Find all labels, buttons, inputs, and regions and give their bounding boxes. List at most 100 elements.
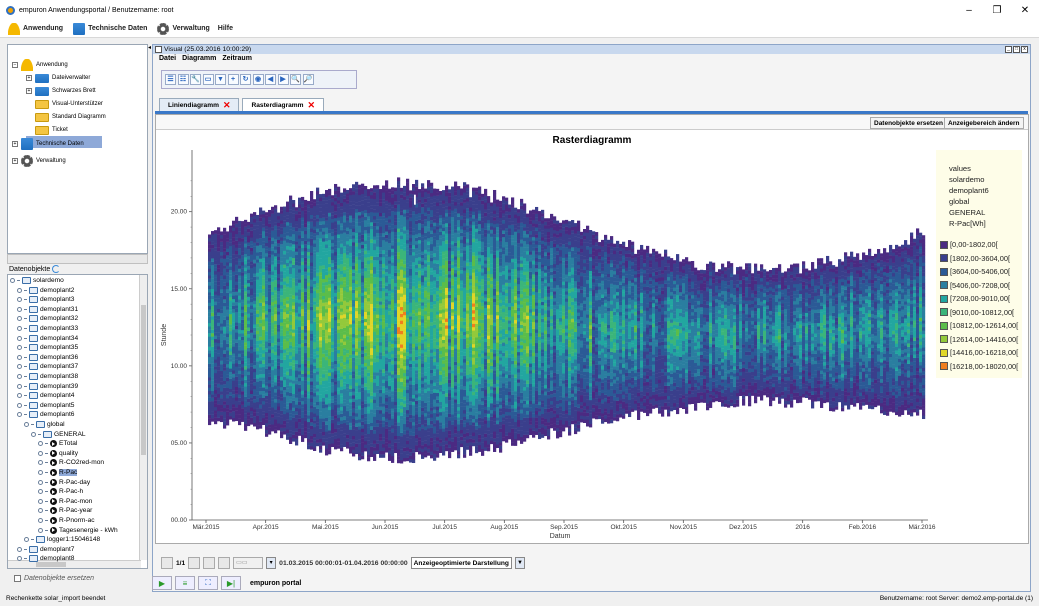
stop-icon[interactable]: ◉ xyxy=(252,74,264,85)
tree-node-handle-icon[interactable] xyxy=(38,498,43,504)
tree-node-handle-icon[interactable] xyxy=(17,316,22,322)
minimize-button[interactable]: – xyxy=(966,4,972,16)
tree-folder-item[interactable]: demoplant8 xyxy=(17,554,74,563)
tree-node-handle-icon[interactable] xyxy=(38,489,43,495)
rewind-icon[interactable]: ◀ xyxy=(265,74,276,85)
tree-value-item[interactable]: R-Pac-mon xyxy=(38,497,92,506)
collapse-icon[interactable]: − xyxy=(12,62,18,68)
tree-value-item[interactable]: R-Pac-h xyxy=(38,487,83,496)
menu-verwaltung[interactable]: Verwaltung xyxy=(157,22,210,35)
tree-node-handle-icon[interactable] xyxy=(17,393,22,399)
tree-value-item[interactable]: R-Pac-year xyxy=(38,506,92,515)
tree-value-item[interactable]: R-Pnorm-ac xyxy=(38,516,95,525)
tree-node-handle-icon[interactable] xyxy=(38,527,43,533)
replace-objects-button[interactable]: Datenobjekte ersetzen xyxy=(870,117,947,129)
menu-technische-daten[interactable]: Technische Daten xyxy=(73,22,147,35)
tree-folder-item[interactable]: demoplant32 xyxy=(17,314,78,323)
tree-folder-item[interactable]: solardemo xyxy=(10,276,64,285)
tree-node-handle-icon[interactable] xyxy=(17,364,22,370)
replace-objects-option[interactable]: Datenobjekte ersetzen xyxy=(14,575,94,582)
tree-node-handle-icon[interactable] xyxy=(31,431,36,437)
tab-liniendiagramm[interactable]: Liniendiagramm ✕ xyxy=(159,98,240,111)
nav-item-technische-daten[interactable]: + Technische Daten xyxy=(12,138,84,150)
replace-objects-checkbox[interactable] xyxy=(14,575,21,582)
close-tab-icon[interactable]: ✕ xyxy=(307,99,316,110)
tree-node-handle-icon[interactable] xyxy=(38,470,43,475)
tree-node-handle-icon[interactable] xyxy=(17,297,22,303)
expand-icon[interactable]: + xyxy=(12,158,18,164)
tree-node-handle-icon[interactable] xyxy=(17,306,22,312)
tree-folder-item[interactable]: demoplant33 xyxy=(17,324,78,333)
maximize-button[interactable]: ❐ xyxy=(992,4,1002,16)
tree-node-handle-icon[interactable] xyxy=(17,335,22,341)
tree-folder-item[interactable]: demoplant3 xyxy=(17,295,74,304)
expand-icon[interactable]: + xyxy=(12,141,18,147)
tree-value-item[interactable]: quality xyxy=(38,449,78,458)
tree-node-handle-icon[interactable] xyxy=(38,460,43,466)
change-range-button[interactable]: Anzeigebereich ändern xyxy=(944,117,1024,129)
nav-item-ticket[interactable]: Ticket xyxy=(26,124,68,136)
tree-folder-item[interactable]: demoplant5 xyxy=(17,401,74,410)
tree-node-handle-icon[interactable] xyxy=(38,508,43,514)
tree-node-handle-icon[interactable] xyxy=(17,326,22,331)
nav-item-visual-unterst-tzer[interactable]: Visual-Unterstützer xyxy=(26,98,103,110)
close-tab-icon[interactable]: ✕ xyxy=(222,99,231,110)
collapse-panel-button[interactable]: ◂ xyxy=(148,45,152,51)
menu-diagramm[interactable]: Diagramm xyxy=(182,55,217,62)
zoom-out-icon[interactable]: 🔎 xyxy=(302,74,314,85)
visual-maximize-button[interactable]: □ xyxy=(1013,46,1020,53)
filter-icon[interactable]: ▼ xyxy=(215,74,226,85)
nav-item-verwaltung[interactable]: + Verwaltung xyxy=(12,155,66,167)
tree-node-handle-icon[interactable] xyxy=(17,556,22,562)
tree-node-handle-icon[interactable] xyxy=(38,450,43,456)
tree-folder-item[interactable]: global xyxy=(24,420,65,429)
nav-item-dateiverwalter[interactable]: + Dateiverwalter xyxy=(26,72,90,84)
panel-splitter[interactable] xyxy=(7,254,148,264)
tree-folder-item[interactable]: demoplant4 xyxy=(17,391,74,400)
menu-hilfe[interactable]: Hilfe xyxy=(217,25,233,32)
nav-item-anwendung[interactable]: − Anwendung xyxy=(12,59,68,71)
tree-folder-item[interactable]: logger1:15046148 xyxy=(24,535,100,544)
tree-folder-item[interactable]: demoplant39 xyxy=(17,382,78,391)
tree-folder-item[interactable]: demoplant35 xyxy=(17,343,78,352)
menu-anwendung[interactable]: Anwendung xyxy=(8,22,63,35)
tree-folder-item[interactable]: demoplant38 xyxy=(17,372,78,381)
folder-icon[interactable]: ▭ xyxy=(202,74,214,85)
tree-node-handle-icon[interactable] xyxy=(17,374,22,379)
nav-item-standard-diagramm[interactable]: Standard Diagramm xyxy=(26,111,106,123)
scroll-thumb[interactable] xyxy=(141,305,146,455)
tree-value-item[interactable]: Tagesenergie - kWh xyxy=(38,526,118,535)
tree-node-handle-icon[interactable] xyxy=(38,441,43,447)
tree-folder-item[interactable]: demoplant37 xyxy=(17,362,78,371)
tree-node-handle-icon[interactable] xyxy=(17,345,22,351)
tree-folder-item[interactable]: demoplant2 xyxy=(17,286,74,295)
tree-horizontal-scrollbar[interactable] xyxy=(8,560,141,568)
tree-folder-item[interactable]: demoplant31 xyxy=(17,305,78,314)
tree-node-handle-icon[interactable] xyxy=(38,518,43,523)
list-alt-icon[interactable]: ☷ xyxy=(177,74,189,85)
nav-item-schwarzes-brett[interactable]: + Schwarzes Brett xyxy=(26,85,96,97)
expand-icon[interactable]: + xyxy=(26,88,32,94)
visual-minimize-button[interactable]: _ xyxy=(1005,46,1012,53)
tree-folder-item[interactable]: demoplant6 xyxy=(17,410,74,419)
tree-node-handle-icon[interactable] xyxy=(24,422,29,427)
tree-folder-item[interactable]: demoplant36 xyxy=(17,353,78,362)
expand-icon[interactable]: + xyxy=(26,75,32,81)
tree-node-handle-icon[interactable] xyxy=(38,479,43,485)
tree-folder-item[interactable]: GENERAL xyxy=(31,430,86,439)
scroll-thumb[interactable] xyxy=(36,562,66,567)
plus-icon[interactable]: + xyxy=(227,74,239,85)
tree-node-handle-icon[interactable] xyxy=(17,412,22,418)
tree-node-handle-icon[interactable] xyxy=(10,278,15,283)
menu-datei[interactable]: Datei xyxy=(159,55,177,62)
tree-folder-item[interactable]: demoplant7 xyxy=(17,545,74,554)
tree-node-handle-icon[interactable] xyxy=(17,546,22,552)
refresh-icon[interactable]: ↻ xyxy=(240,74,251,85)
tab-rasterdiagramm[interactable]: Rasterdiagramm ✕ xyxy=(242,98,325,111)
tree-node-handle-icon[interactable] xyxy=(17,402,22,408)
refresh-icon[interactable] xyxy=(52,265,61,273)
zoom-in-icon[interactable]: 🔍 xyxy=(290,74,301,85)
tree-node-handle-icon[interactable] xyxy=(24,537,29,543)
play-icon[interactable]: ▶ xyxy=(277,74,289,85)
close-button[interactable]: ✕ xyxy=(1020,4,1030,16)
